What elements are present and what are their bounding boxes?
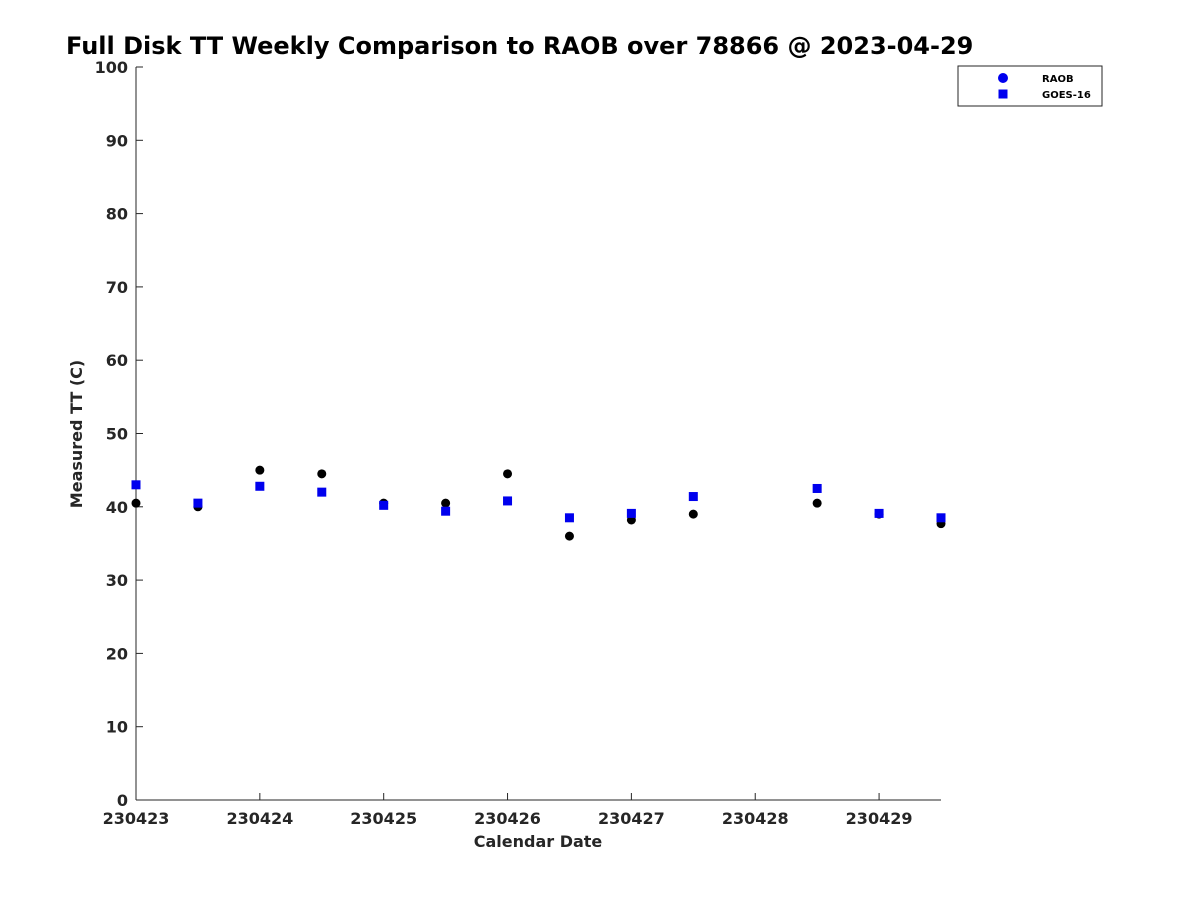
y-tick-label: 50: [106, 425, 128, 444]
data-point-raob: [317, 469, 327, 479]
legend-box: [957, 65, 1103, 107]
data-point-raob: [441, 498, 451, 508]
data-point-goes-16: [131, 480, 141, 490]
y-tick-label: 90: [106, 131, 128, 150]
y-tick-label: 60: [106, 351, 128, 370]
y-tick-label: 100: [95, 58, 128, 77]
legend: RAOB GOES-16: [957, 65, 1103, 107]
series-layer: [131, 465, 946, 541]
x-tick-label: 230429: [846, 809, 913, 828]
x-tick-label: 230426: [474, 809, 541, 828]
data-point-goes-16: [379, 500, 389, 510]
x-tick-label: 230427: [598, 809, 665, 828]
data-point-goes-16: [874, 508, 884, 518]
data-point-raob: [812, 498, 822, 508]
x-tick-label: 230425: [350, 809, 417, 828]
axes: [135, 67, 941, 801]
x-tick-label: 230428: [722, 809, 789, 828]
data-point-raob: [255, 465, 265, 475]
legend-raob-marker: [998, 73, 1008, 83]
y-tick-label: 20: [106, 644, 128, 663]
y-tick-label: 0: [117, 791, 128, 810]
data-point-goes-16: [317, 487, 327, 497]
data-point-goes-16: [564, 513, 574, 523]
series-goes-16: [131, 480, 946, 523]
y-tick-label: 40: [106, 498, 128, 517]
series-raob: [131, 465, 946, 541]
data-point-goes-16: [255, 481, 265, 491]
x-axis-label: Calendar Date: [474, 832, 603, 851]
data-point-goes-16: [193, 498, 203, 508]
data-point-goes-16: [441, 506, 451, 516]
data-point-goes-16: [503, 496, 513, 506]
legend-goes-label: GOES-16: [1042, 90, 1091, 101]
x-tick-label: 230423: [103, 809, 170, 828]
y-tick-label: 70: [106, 278, 128, 297]
data-point-goes-16: [688, 492, 698, 502]
chart-title: Full Disk TT Weekly Comparison to RAOB o…: [66, 32, 973, 60]
data-point-raob: [688, 509, 698, 519]
data-point-goes-16: [626, 508, 636, 518]
x-ticks: 230423 230424 230425 230426 230427 230428 2304…: [103, 793, 913, 828]
y-tick-label: 10: [106, 718, 128, 737]
y-tick-label: 80: [106, 205, 128, 224]
data-point-goes-16: [812, 483, 822, 493]
y-ticks: 0 10 20 30 40 50 60 70 80 90 100: [95, 58, 143, 810]
y-axis-label: Measured TT (C): [67, 360, 86, 508]
y-tick-label: 30: [106, 571, 128, 590]
data-point-raob: [564, 531, 574, 541]
data-point-goes-16: [936, 513, 946, 523]
legend-raob-label: RAOB: [1042, 74, 1074, 85]
data-point-raob: [131, 498, 141, 508]
x-tick-label: 230424: [226, 809, 293, 828]
legend-goes-marker: [998, 89, 1008, 99]
data-point-raob: [503, 469, 513, 479]
